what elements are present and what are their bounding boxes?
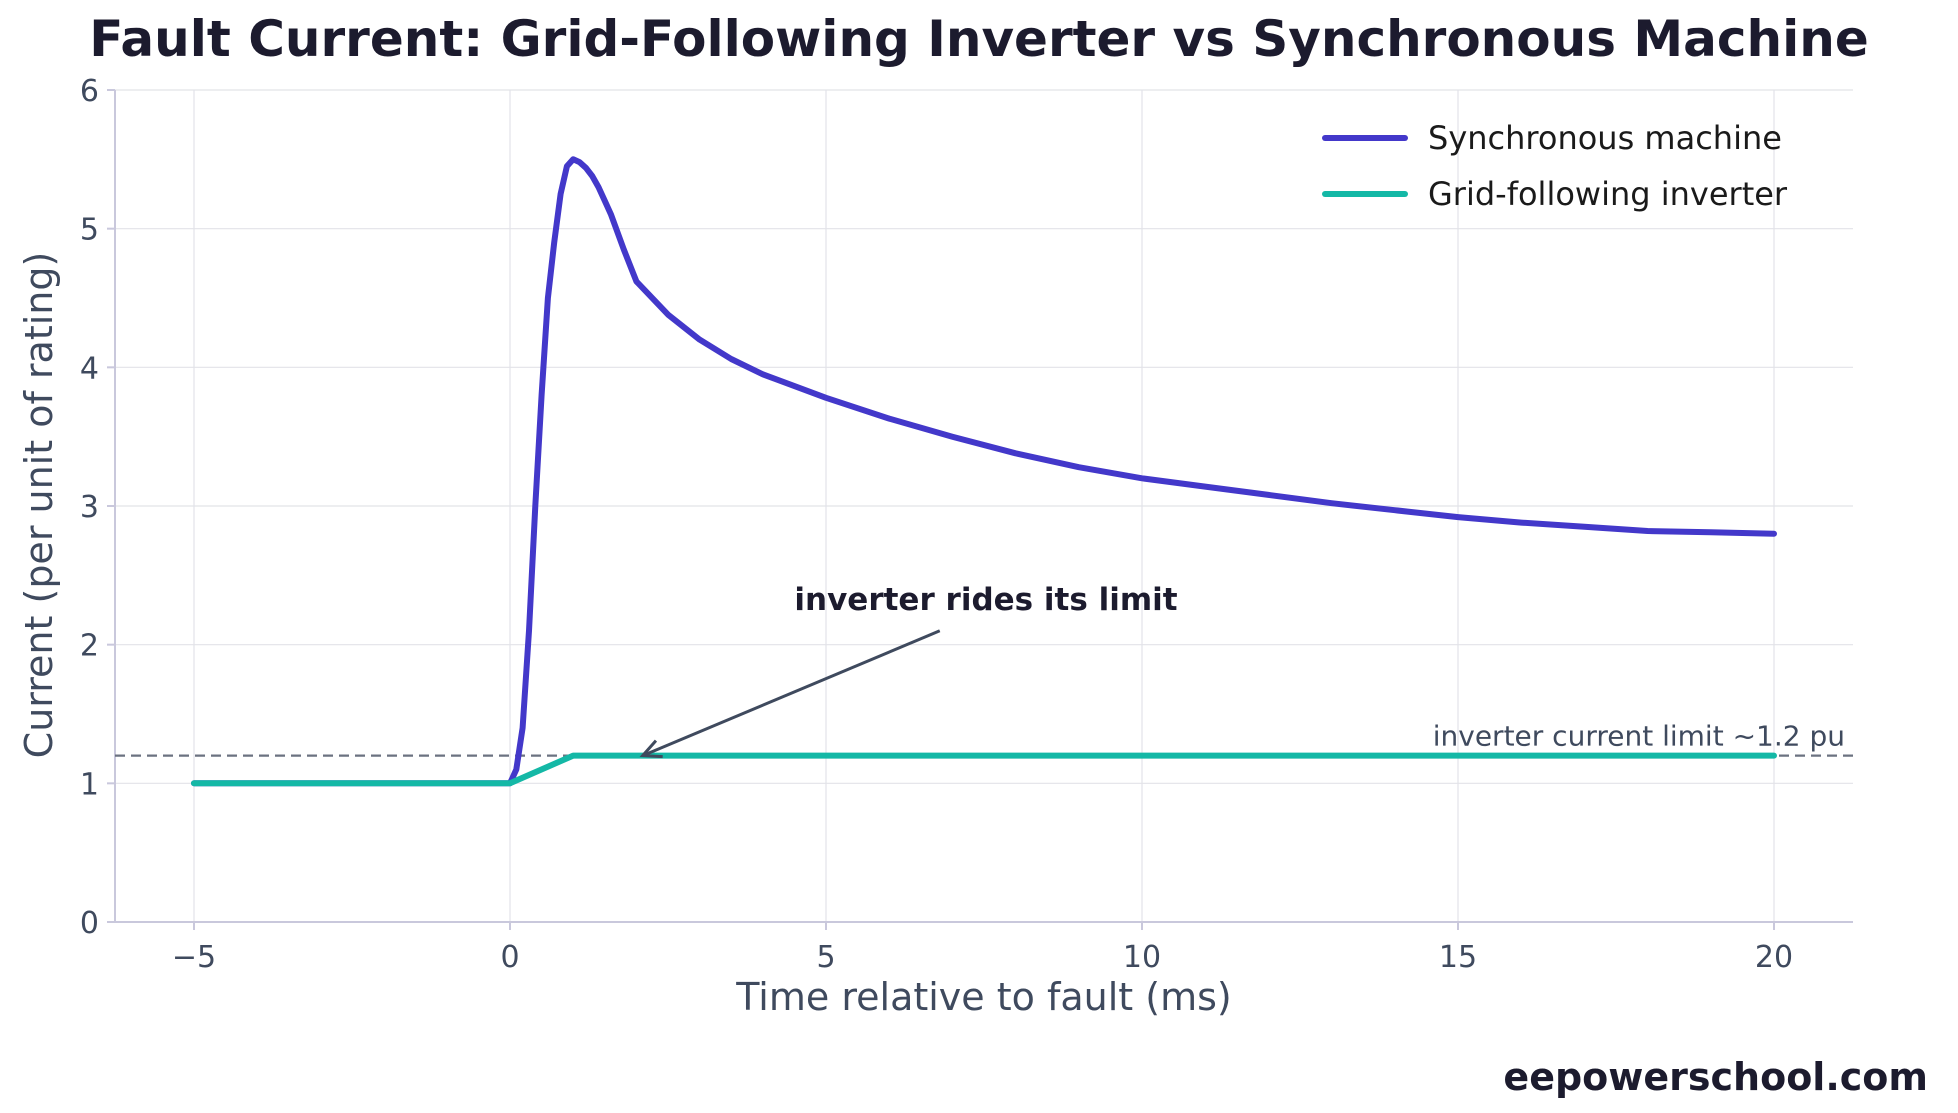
x-axis-label: Time relative to fault (ms)	[735, 975, 1231, 1019]
annotation-arrow-shaft	[642, 629, 941, 757]
y-tick-label-2: 2	[80, 629, 99, 664]
series-line-1	[191, 752, 1777, 787]
chart-title: Fault Current: Grid-Following Inverter v…	[89, 10, 1869, 68]
legend-label-0: Synchronous machine	[1428, 119, 1782, 157]
y-tick-label-4: 4	[80, 351, 99, 386]
grid-lines	[115, 89, 1853, 923]
y-tick-label-5: 5	[80, 213, 99, 248]
y-tick-label-1: 1	[80, 767, 99, 802]
current-limit-label: inverter current limit ~1.2 pu	[1433, 720, 1845, 753]
watermark-text: eepowerschool.com	[1503, 1055, 1928, 1099]
annotation-arrow-head	[639, 739, 663, 759]
x-tick-label-1: 0	[500, 940, 519, 975]
annotation-group: inverter rides its limit	[639, 582, 1178, 759]
x-tick-label-5: 20	[1755, 940, 1793, 975]
y-axis-label: Current (per unit of rating)	[17, 252, 61, 759]
x-tick-label-2: 5	[816, 940, 835, 975]
series-lines	[191, 156, 1777, 787]
tick-labels: −5 0 5 10 15 20 0 1 2 3 4 5 6	[80, 74, 1793, 975]
x-tick-label-4: 15	[1439, 940, 1477, 975]
x-tick-label-0: −5	[172, 940, 216, 975]
legend-label-1: Grid-following inverter	[1428, 175, 1788, 213]
reference-line-group: inverter current limit ~1.2 pu	[115, 720, 1853, 757]
y-tick-label-6: 6	[80, 74, 99, 109]
x-tick-label-3: 10	[1123, 940, 1161, 975]
legend: Synchronous machine Grid-following invert…	[1322, 119, 1788, 213]
y-tick-label-3: 3	[80, 490, 99, 525]
y-tick-label-0: 0	[80, 906, 99, 941]
series-line-0	[191, 156, 1777, 787]
annotation-text: inverter rides its limit	[794, 582, 1177, 618]
